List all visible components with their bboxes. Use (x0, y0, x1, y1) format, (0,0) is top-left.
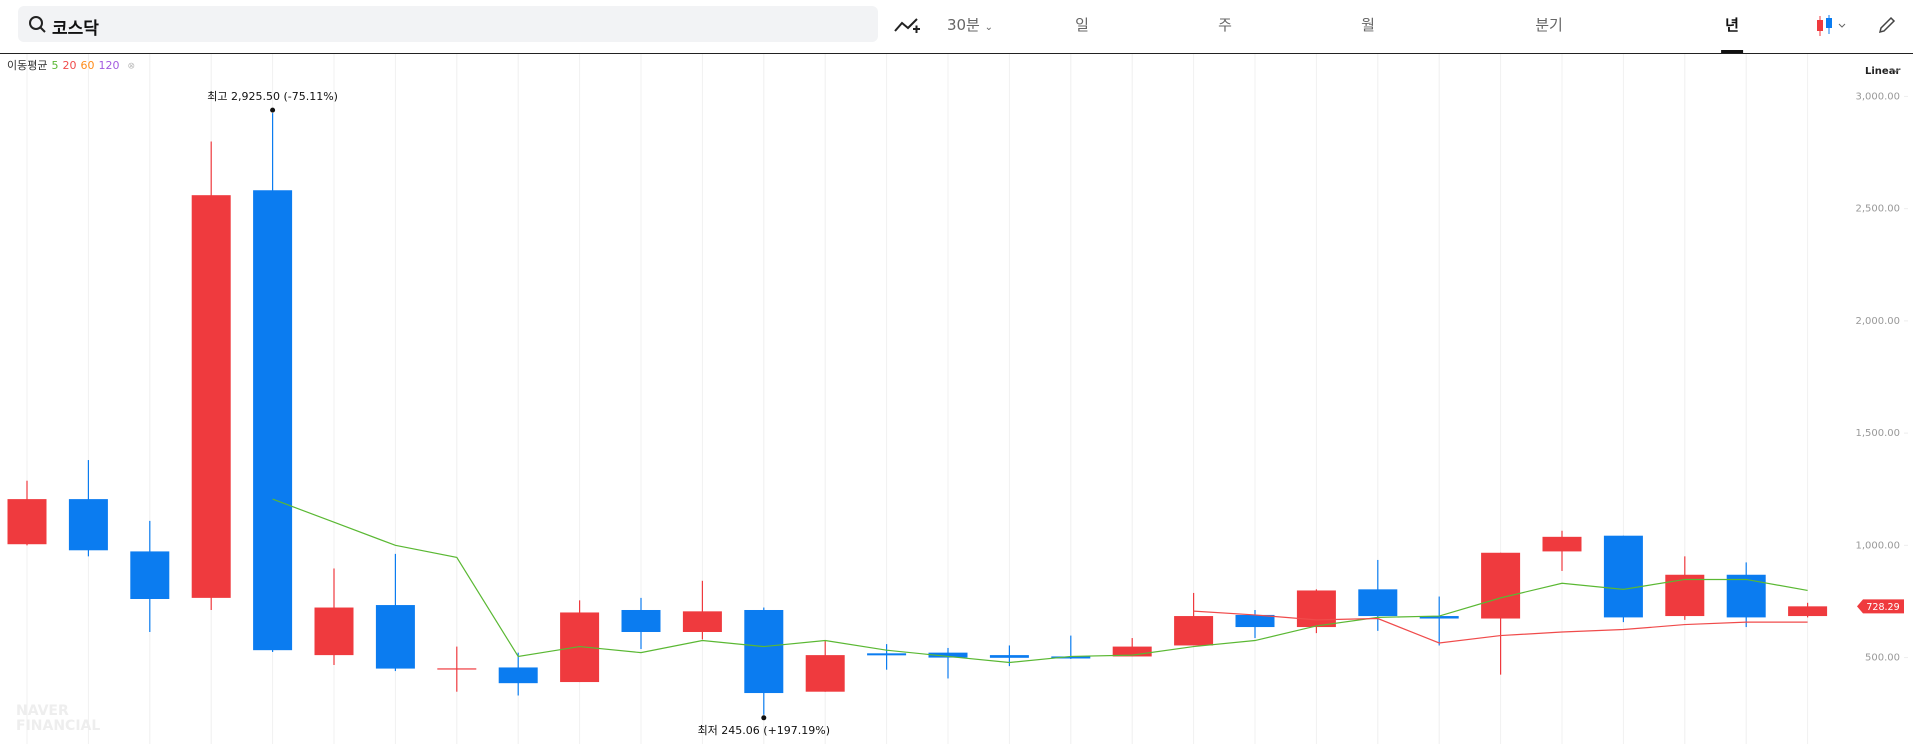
y-tick-label: 3,000.00 (1855, 91, 1900, 102)
y-tick-label: 1,500.00 (1855, 428, 1900, 439)
candle-body (989, 655, 1029, 658)
candle-body (1603, 535, 1643, 618)
candle-body (560, 612, 600, 683)
candle-body (928, 652, 968, 658)
candle-body (1358, 589, 1398, 617)
price-tag-label: 728.29 (1866, 602, 1899, 613)
y-tick-label: 2,500.00 (1855, 204, 1900, 215)
candle-body (621, 609, 661, 632)
candle-body (375, 605, 415, 669)
interval-select[interactable]: 30분 ⌄ (946, 16, 994, 34)
candle-body (191, 195, 231, 598)
moving-average-line (1193, 610, 1808, 644)
candle-body (744, 609, 784, 694)
watermark: FINANCIAL (16, 718, 100, 734)
high-marker (270, 107, 276, 113)
candle-body (1665, 574, 1705, 617)
candle-body (498, 667, 538, 684)
scale-caret (1892, 68, 1900, 73)
toolbar: 코스닥 30분 ⌄ 일 주 월 분기 년 (0, 0, 1913, 54)
candle-body (1542, 536, 1582, 552)
scale-label: Linear (1865, 66, 1900, 77)
candle-body (1726, 574, 1766, 618)
candle-body (253, 190, 293, 651)
legend-close: ⊗ (127, 62, 135, 72)
candle-body (1296, 590, 1336, 628)
search-box[interactable]: 코스닥 (18, 6, 878, 42)
chart-type-icon[interactable] (1815, 14, 1855, 38)
legend-title: 이동평균 (7, 59, 47, 72)
candle-body (437, 668, 477, 670)
interval-text: 30분 (946, 16, 980, 34)
y-tick-label: 500.00 (1865, 653, 1900, 664)
candle-body (1174, 616, 1214, 646)
watermark: NAVER (16, 703, 69, 719)
candle-body (1481, 552, 1521, 619)
search-text: 코스닥 (52, 19, 99, 39)
high-annotation: 최고 2,925.50 (-75.11%) (207, 90, 338, 103)
legend-entry: 120 (98, 59, 119, 72)
candle-body (1788, 606, 1828, 617)
candle-body (314, 607, 354, 656)
period-tab[interactable]: 일 (1075, 16, 1089, 34)
candle-body (1112, 646, 1152, 657)
candle-body (1419, 616, 1459, 619)
legend-entry: 20 (62, 59, 76, 72)
period-tab[interactable]: 주 (1218, 16, 1232, 34)
candle-body (867, 653, 907, 656)
y-tick-label: 2,000.00 (1855, 316, 1900, 327)
indicator-icon[interactable] (893, 15, 921, 35)
period-tab[interactable]: 년 (1721, 16, 1743, 53)
candle-body (68, 499, 108, 551)
low-marker (761, 715, 767, 721)
moving-average-line (272, 498, 1808, 664)
candle-body (130, 551, 170, 599)
search-icon (29, 16, 46, 33)
candle-body (1235, 614, 1275, 628)
y-tick-label: 1,000.00 (1855, 540, 1900, 551)
candle-body (7, 499, 47, 545)
period-tab[interactable]: 월 (1361, 16, 1375, 34)
candle-body (682, 611, 722, 632)
candle-body (1051, 656, 1091, 659)
legend-entry: 5 (51, 59, 58, 72)
draw-icon[interactable] (1876, 14, 1898, 36)
period-tab[interactable]: 분기 (1535, 16, 1563, 34)
legend-entry: 60 (80, 59, 94, 72)
candle-body (805, 655, 845, 692)
low-annotation: 최저 245.06 (+197.19%) (698, 724, 830, 737)
price-tag (1857, 599, 1904, 614)
